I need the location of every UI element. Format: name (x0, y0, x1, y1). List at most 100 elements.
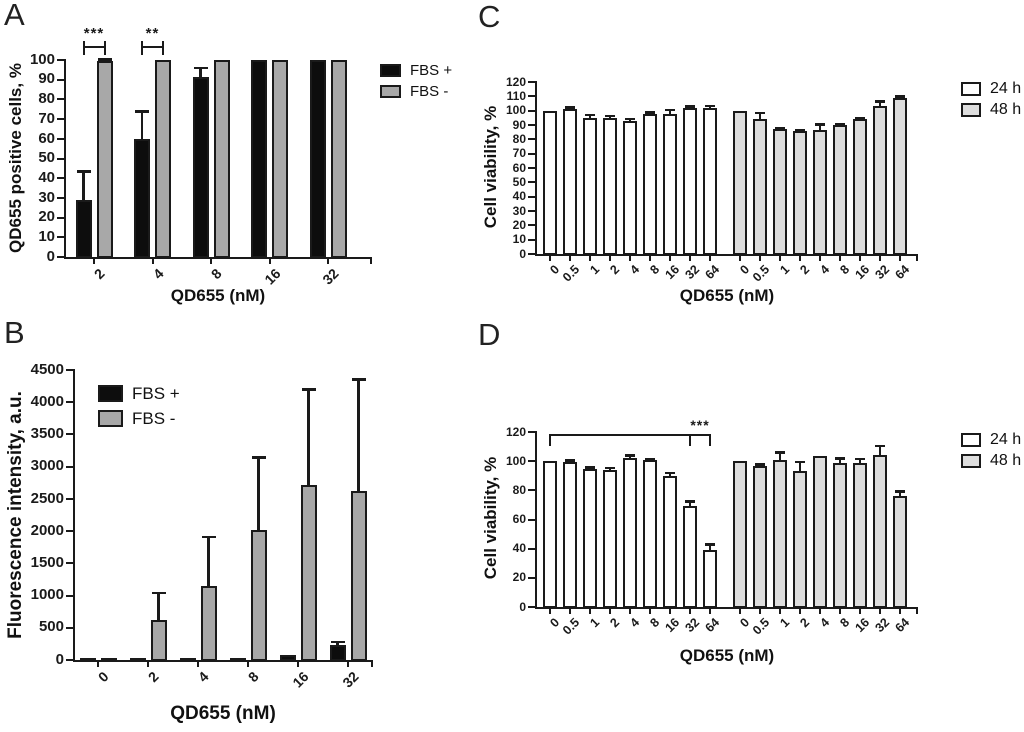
x-tick (879, 609, 881, 614)
y-tick (528, 431, 535, 433)
y-tick (528, 224, 535, 227)
bar-FBS--32 (330, 60, 347, 258)
significance-bracket (83, 46, 105, 48)
x-tick (347, 662, 349, 667)
x-axis (535, 607, 918, 609)
y-tick-label: 60 (38, 129, 55, 147)
y-tick-label: 50 (512, 174, 526, 189)
x-tick (649, 256, 651, 261)
y-tick (528, 210, 535, 212)
y-tick-label: 100 (505, 103, 526, 118)
error-bar-line (818, 124, 822, 131)
y-tick (66, 530, 73, 533)
bar-24h-8 (643, 460, 657, 608)
bar-FBS+-4 (134, 138, 150, 258)
y-tick-label: 80 (512, 482, 526, 497)
error-bar-cap (135, 110, 149, 113)
bar-48h-16 (853, 119, 867, 255)
significance-tick (549, 434, 551, 446)
error-bar-cap (685, 105, 695, 108)
error-bar-cap (251, 456, 266, 459)
significance-bracket (142, 46, 163, 48)
x-tick (147, 662, 149, 667)
y-tick-label: 10 (38, 228, 55, 245)
error-bar-line (336, 641, 339, 646)
x-tick (759, 256, 761, 261)
bar-FBS--0 (100, 657, 117, 662)
error-bar-cap (835, 122, 845, 126)
error-bar-line (199, 67, 202, 78)
x-axis (64, 257, 372, 259)
y-tick (66, 369, 73, 371)
bar-24h-2 (603, 469, 617, 608)
error-bar-line (668, 472, 672, 477)
y-tick (57, 137, 64, 140)
legend-swatch-FBS- (380, 85, 401, 98)
error-bar-cap (795, 129, 805, 132)
bar-FBS--16 (272, 60, 288, 258)
bar-48h-0.5 (753, 119, 767, 255)
y-tick-label: 4500 (30, 360, 64, 378)
legend-label: FBS + (410, 62, 453, 79)
x-tick (709, 256, 711, 261)
x-tick (268, 259, 271, 264)
x-tick (609, 609, 611, 614)
y-tick-label: 3000 (30, 457, 64, 475)
error-bar-line (878, 101, 882, 108)
y-tick-label: 0 (55, 650, 64, 668)
x-tick (609, 256, 611, 261)
error-bar-line (858, 458, 862, 465)
y-tick (66, 433, 73, 436)
error-bar-line (758, 112, 762, 121)
error-bar-cap (97, 58, 112, 61)
bar-24h-1 (583, 469, 597, 608)
bar-24h-0 (543, 461, 557, 608)
y-tick-label: 0 (46, 247, 55, 265)
x-tick (297, 662, 299, 667)
error-bar-cap (895, 95, 905, 98)
y-tick-label: 0 (519, 599, 526, 614)
y-tick-label: 4000 (30, 392, 64, 410)
legend-swatch-48h (961, 103, 981, 117)
y-tick (66, 497, 73, 500)
y-tick (528, 152, 535, 155)
error-bar-line (140, 111, 144, 140)
legend-swatch-24h (961, 82, 981, 96)
legend-label: 24 h (990, 80, 1022, 97)
bar-48h-0 (733, 461, 747, 608)
y-tick (66, 465, 73, 468)
bar-48h-4 (813, 130, 827, 255)
y-tick (528, 109, 535, 112)
legend-label: FBS + (132, 384, 180, 403)
bar-24h-16 (663, 475, 677, 608)
y-tick (57, 157, 64, 160)
y-tick (57, 236, 64, 239)
y-tick-label: 60 (512, 512, 526, 527)
x-tick (899, 609, 901, 614)
error-bar-line (588, 114, 592, 119)
x-tick (739, 609, 741, 614)
y-tick-label: 40 (38, 168, 55, 186)
x-tick (819, 609, 821, 614)
bar-48h-0.5 (753, 466, 767, 608)
error-bar-cap (815, 123, 825, 126)
y-tick-label: 50 (38, 149, 55, 167)
panel-c-letter: C (478, 0, 501, 34)
error-bar-line (257, 457, 260, 532)
x-tick (549, 609, 551, 614)
y-tick (528, 253, 535, 255)
legend-label: 48 h (990, 101, 1022, 118)
y-tick (528, 181, 535, 184)
x-tick (197, 662, 199, 667)
y-tick (528, 124, 535, 126)
y-tick (528, 518, 535, 521)
error-bar-line (157, 592, 160, 622)
error-bar-cap (775, 451, 785, 454)
error-bar-cap (775, 126, 785, 130)
x-tick (649, 609, 651, 614)
x-tick (879, 256, 881, 261)
error-bar-line (798, 461, 802, 472)
bar-48h-1 (773, 459, 787, 608)
bar-24h-64 (703, 107, 717, 255)
error-bar-line (898, 491, 902, 498)
